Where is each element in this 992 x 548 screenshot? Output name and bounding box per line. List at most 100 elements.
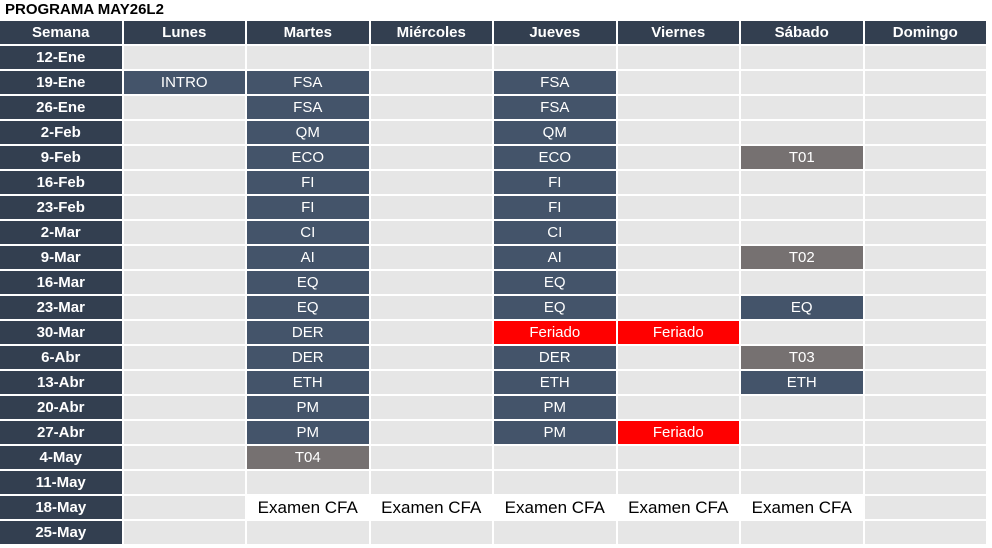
empty-cell: [741, 421, 865, 446]
table-row: 26-Ene FSA FSA: [0, 96, 990, 121]
empty-cell: [247, 46, 371, 71]
week-label: 30-Mar: [0, 321, 124, 346]
empty-cell: [864, 521, 988, 546]
schedule-cell: CI: [494, 221, 618, 246]
schedule-cell: Examen CFA: [247, 496, 371, 521]
empty-cell: [370, 271, 494, 296]
schedule-cell: T01: [741, 146, 865, 171]
table-row: 12-Ene: [0, 46, 990, 71]
empty-cell: [864, 246, 988, 271]
column-header-miercoles: Miércoles: [370, 21, 494, 46]
empty-cell: [864, 421, 988, 446]
empty-cell: [864, 146, 988, 171]
empty-cell: [864, 71, 988, 96]
empty-cell: [123, 371, 247, 396]
schedule-cell: AI: [247, 246, 371, 271]
empty-cell: [741, 221, 865, 246]
empty-cell: [864, 446, 988, 471]
empty-cell: [864, 196, 988, 221]
empty-cell: [370, 521, 494, 546]
week-label: 18-May: [0, 496, 124, 521]
table-row: 18-May Examen CFA Examen CFA Examen CFA Exam…: [0, 496, 990, 521]
empty-cell: [123, 271, 247, 296]
schedule-cell: T03: [741, 346, 865, 371]
schedule-cell: PM: [247, 396, 371, 421]
week-label: 25-May: [0, 521, 124, 546]
empty-cell: [864, 296, 988, 321]
empty-cell: [370, 171, 494, 196]
empty-cell: [741, 96, 865, 121]
empty-cell: [864, 221, 988, 246]
empty-cell: [370, 246, 494, 271]
table-row: 30-Mar DER Feriado Feriado: [0, 321, 990, 346]
empty-cell: [741, 196, 865, 221]
week-label: 27-Abr: [0, 421, 124, 446]
empty-cell: [123, 96, 247, 121]
empty-cell: [864, 396, 988, 421]
week-label: 4-May: [0, 446, 124, 471]
empty-cell: [617, 371, 741, 396]
week-label: 20-Abr: [0, 396, 124, 421]
week-label: 16-Feb: [0, 171, 124, 196]
empty-cell: [864, 471, 988, 496]
empty-cell: [741, 271, 865, 296]
week-label: 6-Abr: [0, 346, 124, 371]
table-row: 23-Mar EQ EQ EQ: [0, 296, 990, 321]
empty-cell: [617, 396, 741, 421]
week-label: 12-Ene: [0, 46, 124, 71]
empty-cell: [123, 246, 247, 271]
schedule-cell: Feriado: [617, 421, 741, 446]
schedule-cell: PM: [247, 421, 371, 446]
empty-cell: [617, 96, 741, 121]
empty-cell: [741, 521, 865, 546]
empty-cell: [741, 446, 865, 471]
column-header-martes: Martes: [247, 21, 371, 46]
schedule-cell: EQ: [247, 271, 371, 296]
schedule-cell: AI: [494, 246, 618, 271]
table-row: 27-Abr PM PM Feriado: [0, 421, 990, 446]
schedule-cell: DER: [247, 321, 371, 346]
empty-cell: [617, 71, 741, 96]
empty-cell: [617, 221, 741, 246]
empty-cell: [864, 121, 988, 146]
empty-cell: [370, 46, 494, 71]
empty-cell: [370, 321, 494, 346]
empty-cell: [123, 321, 247, 346]
empty-cell: [370, 121, 494, 146]
week-label: 9-Feb: [0, 146, 124, 171]
header-row: Semana Lunes Martes Miércoles Jueves Vie…: [0, 21, 990, 46]
column-header-semana: Semana: [0, 21, 124, 46]
empty-cell: [370, 196, 494, 221]
empty-cell: [370, 421, 494, 446]
empty-cell: [617, 121, 741, 146]
table-row: 9-Feb ECO ECO T01: [0, 146, 990, 171]
empty-cell: [741, 71, 865, 96]
empty-cell: [741, 46, 865, 71]
empty-cell: [123, 421, 247, 446]
table-row: 6-Abr DER DER T03: [0, 346, 990, 371]
empty-cell: [864, 271, 988, 296]
empty-cell: [123, 296, 247, 321]
schedule-cell: INTRO: [123, 71, 247, 96]
empty-cell: [864, 321, 988, 346]
table-row: 16-Mar EQ EQ: [0, 271, 990, 296]
week-label: 23-Feb: [0, 196, 124, 221]
column-header-lunes: Lunes: [123, 21, 247, 46]
week-label: 23-Mar: [0, 296, 124, 321]
schedule-cell: CI: [247, 221, 371, 246]
empty-cell: [247, 471, 371, 496]
empty-cell: [370, 346, 494, 371]
week-label: 2-Feb: [0, 121, 124, 146]
empty-cell: [123, 121, 247, 146]
table-body: 12-Ene 19-Ene INTRO FSA FSA 26-Ene FSA FSA 2-Feb…: [0, 46, 990, 546]
empty-cell: [123, 496, 247, 521]
schedule-cell: FSA: [247, 71, 371, 96]
schedule-cell: Feriado: [617, 321, 741, 346]
schedule-cell: QM: [494, 121, 618, 146]
empty-cell: [370, 296, 494, 321]
empty-cell: [494, 446, 618, 471]
column-header-sabado: Sábado: [741, 21, 865, 46]
empty-cell: [370, 396, 494, 421]
table-row: 11-May: [0, 471, 990, 496]
schedule-cell: FI: [247, 171, 371, 196]
